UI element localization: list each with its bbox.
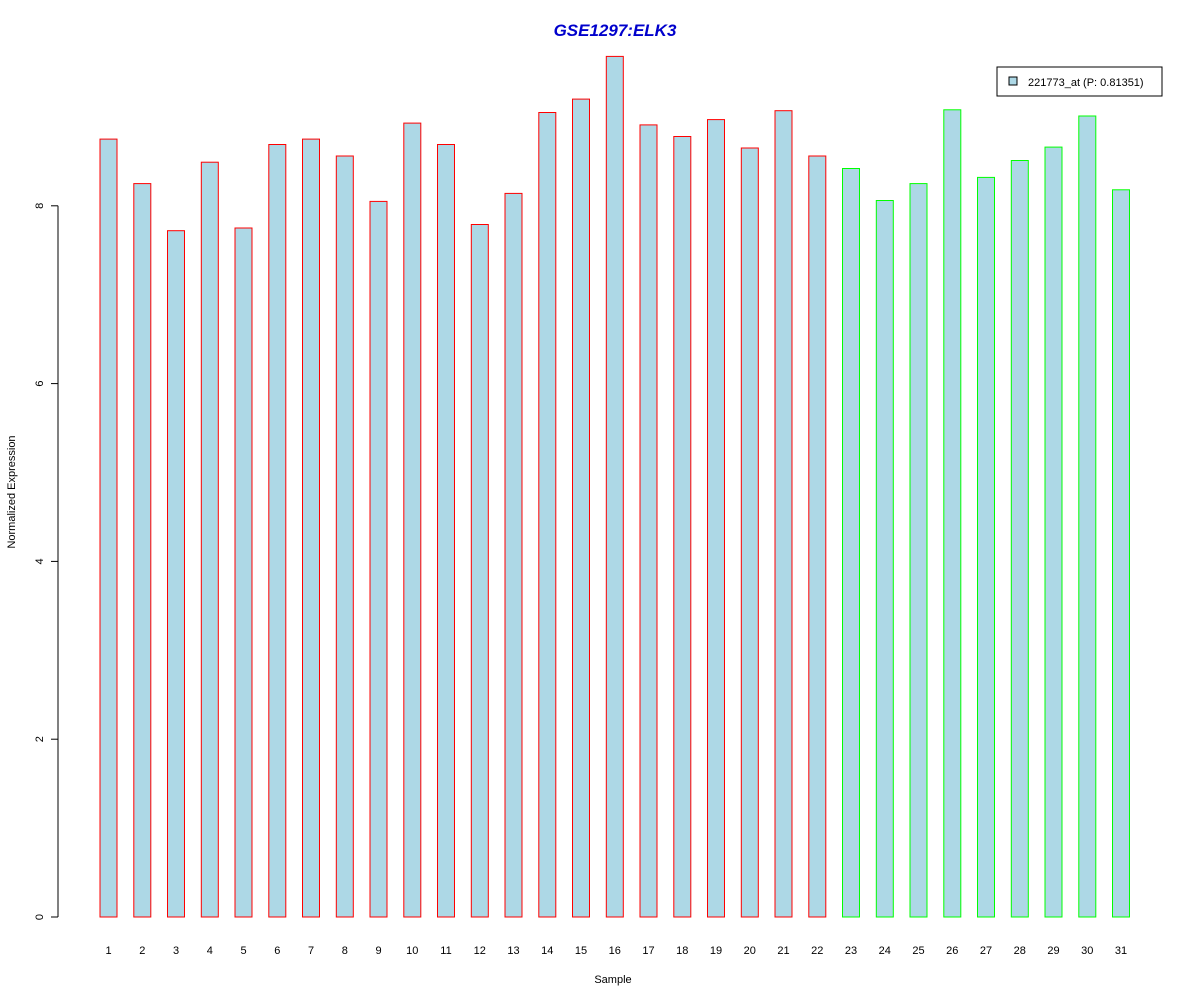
x-tick-label: 26 — [946, 945, 958, 957]
bar — [740, 147, 759, 918]
bar — [1078, 115, 1097, 918]
x-tick-label: 11 — [440, 945, 451, 957]
bar — [302, 138, 320, 918]
legend: 221773_at (P: 0.81351) — [996, 66, 1163, 97]
x-axis: 1 2 3 4 5 6 7 8 9 10 11 12 13 14 15 16 17 18 19 20 21 22 23 24 2… — [105, 945, 1127, 957]
x-tick-label: 17 — [642, 945, 654, 957]
x-tick-label: 5 — [240, 945, 246, 957]
x-tick-label: 20 — [744, 945, 756, 957]
x-tick-label: 4 — [207, 945, 213, 957]
x-tick-label: 10 — [406, 945, 418, 957]
bar — [707, 119, 725, 918]
x-tick-label: 31 — [1115, 945, 1127, 957]
x-tick-label: 18 — [676, 945, 688, 957]
bar — [774, 110, 793, 918]
x-tick-label: 2 — [139, 945, 145, 957]
bars-layer — [99, 55, 1130, 918]
x-tick-label: 28 — [1014, 945, 1026, 957]
bar — [99, 138, 118, 918]
bar — [133, 183, 152, 918]
y-tick-label: 6 — [34, 381, 46, 387]
bar — [875, 200, 894, 918]
bar — [842, 168, 860, 918]
x-tick-label: 16 — [609, 945, 621, 957]
bar — [1044, 146, 1063, 918]
bar — [808, 155, 827, 918]
bar — [234, 227, 253, 918]
x-tick-label: 15 — [575, 945, 587, 957]
bar — [369, 200, 388, 918]
y-tick-label: 2 — [34, 736, 46, 742]
y-tick-label: 4 — [34, 558, 46, 564]
bar — [1112, 189, 1130, 918]
bar — [572, 98, 590, 918]
x-tick-label: 19 — [710, 945, 722, 957]
x-tick-label: 30 — [1081, 945, 1093, 957]
bar — [909, 183, 928, 918]
x-tick-label: 3 — [173, 945, 179, 957]
y-tick-label: 8 — [34, 203, 46, 209]
bar — [335, 155, 354, 918]
bar — [268, 144, 287, 918]
legend-swatch — [1008, 76, 1018, 86]
bar — [403, 122, 422, 918]
legend-label: 221773_at (P: 0.81351) — [1028, 77, 1144, 89]
bar — [470, 224, 489, 918]
bar — [538, 112, 557, 918]
bar — [504, 192, 523, 918]
x-tick-label: 12 — [474, 945, 486, 957]
x-tick-label: 24 — [879, 945, 891, 957]
x-tick-label: 7 — [308, 945, 314, 957]
y-tick-label: 0 — [34, 914, 46, 920]
x-tick-label: 13 — [507, 945, 519, 957]
bar — [977, 176, 995, 918]
x-tick-label: 6 — [274, 945, 280, 957]
x-tick-label: 8 — [342, 945, 348, 957]
x-tick-label: 9 — [375, 945, 381, 957]
x-tick-label: 25 — [912, 945, 924, 957]
x-axis-label: Sample — [594, 974, 631, 986]
x-tick-label: 22 — [811, 945, 823, 957]
bar — [639, 124, 658, 918]
bar — [943, 109, 962, 918]
x-tick-label: 1 — [105, 945, 111, 957]
legend-box — [996, 66, 1163, 97]
bar — [200, 161, 219, 918]
x-tick-label: 23 — [845, 945, 857, 957]
bar — [673, 136, 692, 918]
x-tick-label: 27 — [980, 945, 992, 957]
y-axis-label: Normalized Expression — [6, 435, 18, 548]
bar — [1010, 160, 1029, 918]
bar — [167, 230, 185, 918]
chart-title: GSE1297:ELK3 — [554, 21, 677, 40]
y-axis: 0 2 4 6 8 — [34, 203, 59, 920]
bar — [437, 144, 455, 918]
x-tick-label: 29 — [1047, 945, 1059, 957]
x-tick-label: 21 — [777, 945, 789, 957]
bar — [605, 55, 624, 918]
x-tick-label: 14 — [541, 945, 553, 957]
